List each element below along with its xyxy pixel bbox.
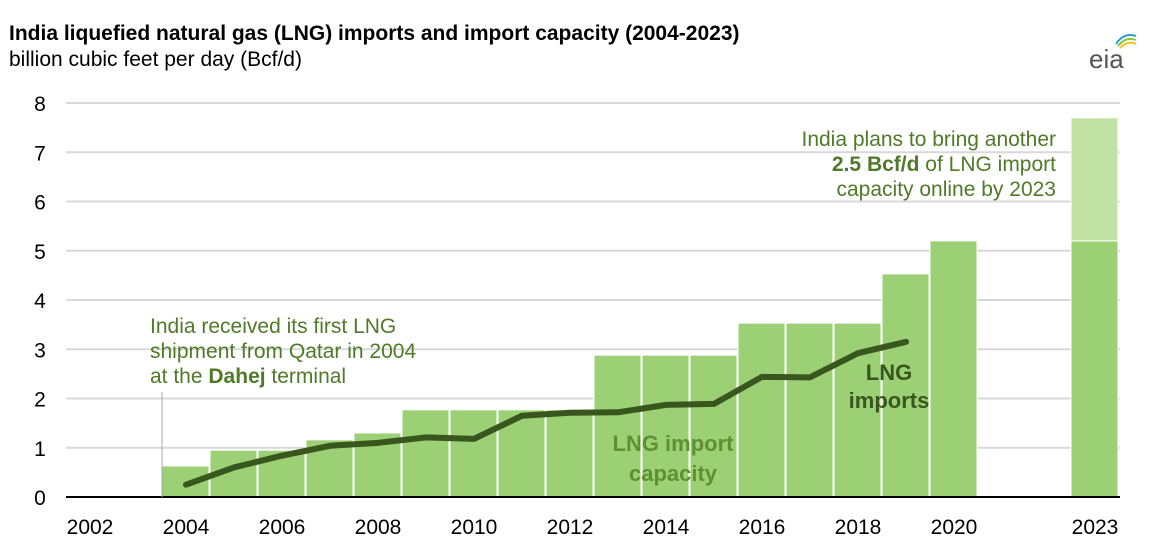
y-tick-label: 3 <box>34 339 46 362</box>
y-tick-label: 4 <box>34 290 46 313</box>
x-tick-label: 2010 <box>451 516 498 539</box>
chart-subtitle: billion cubic feet per day (Bcf/d) <box>9 48 302 71</box>
svg-text:eia: eia <box>1089 44 1124 72</box>
x-tick-label: 2020 <box>931 516 978 539</box>
x-tick-label: 2004 <box>163 516 210 539</box>
annotation-first-shipment: India received its first LNG <box>150 315 396 338</box>
annotation-span: terminal <box>266 365 347 388</box>
annotation-plans: 2.5 Bcf/d of LNG import <box>832 153 1056 176</box>
capacity-bar <box>641 354 690 498</box>
y-tick-label: 2 <box>34 389 46 412</box>
annotation-first-shipment: shipment from Qatar in 2004 <box>150 340 416 363</box>
y-tick-label: 6 <box>34 192 46 215</box>
x-tick-label: 2018 <box>835 516 882 539</box>
annotation-plans: capacity online by 2023 <box>837 178 1057 201</box>
x-tick-label: 2002 <box>67 516 114 539</box>
capacity-bar <box>881 273 930 498</box>
annotation-span: Dahej <box>208 365 265 388</box>
annotation-span: at the <box>150 365 208 388</box>
capacity-bar <box>593 354 642 498</box>
capacity-label: LNG import <box>613 431 735 456</box>
capacity-bar <box>785 322 834 498</box>
capacity-bar <box>1070 240 1119 498</box>
capacity-bar <box>449 409 498 498</box>
x-tick-label: 2023 <box>1072 516 1119 539</box>
y-tick-label: 7 <box>34 142 46 165</box>
capacity-bar <box>401 409 450 498</box>
y-tick-label: 1 <box>34 438 46 461</box>
annotation-span: 2.5 Bcf/d <box>832 153 920 176</box>
x-tick-label: 2012 <box>547 516 594 539</box>
x-tick-label: 2008 <box>355 516 402 539</box>
y-tick-label: 5 <box>34 241 46 264</box>
capacity-bar <box>929 240 978 498</box>
annotation-plans: India plans to bring another <box>801 128 1056 151</box>
eia-logo: eia <box>1089 34 1137 72</box>
annotation-first-shipment: at the Dahej terminal <box>150 365 346 388</box>
imports-label: imports <box>849 388 930 413</box>
imports-line <box>183 338 909 488</box>
y-tick-label: 8 <box>34 93 46 116</box>
capacity-label: capacity <box>629 461 718 486</box>
x-tick-label: 2016 <box>739 516 786 539</box>
capacity-bar <box>737 322 786 498</box>
annotation-span: of LNG import <box>919 153 1056 176</box>
planned-capacity-bar <box>1070 117 1119 242</box>
x-tick-label: 2014 <box>643 516 690 539</box>
x-tick-label: 2006 <box>259 516 306 539</box>
chart-title: India liquefied natural gas (LNG) import… <box>9 22 740 45</box>
imports-label: LNG <box>866 360 912 385</box>
y-tick-label: 0 <box>34 487 46 510</box>
capacity-bar <box>545 409 594 498</box>
